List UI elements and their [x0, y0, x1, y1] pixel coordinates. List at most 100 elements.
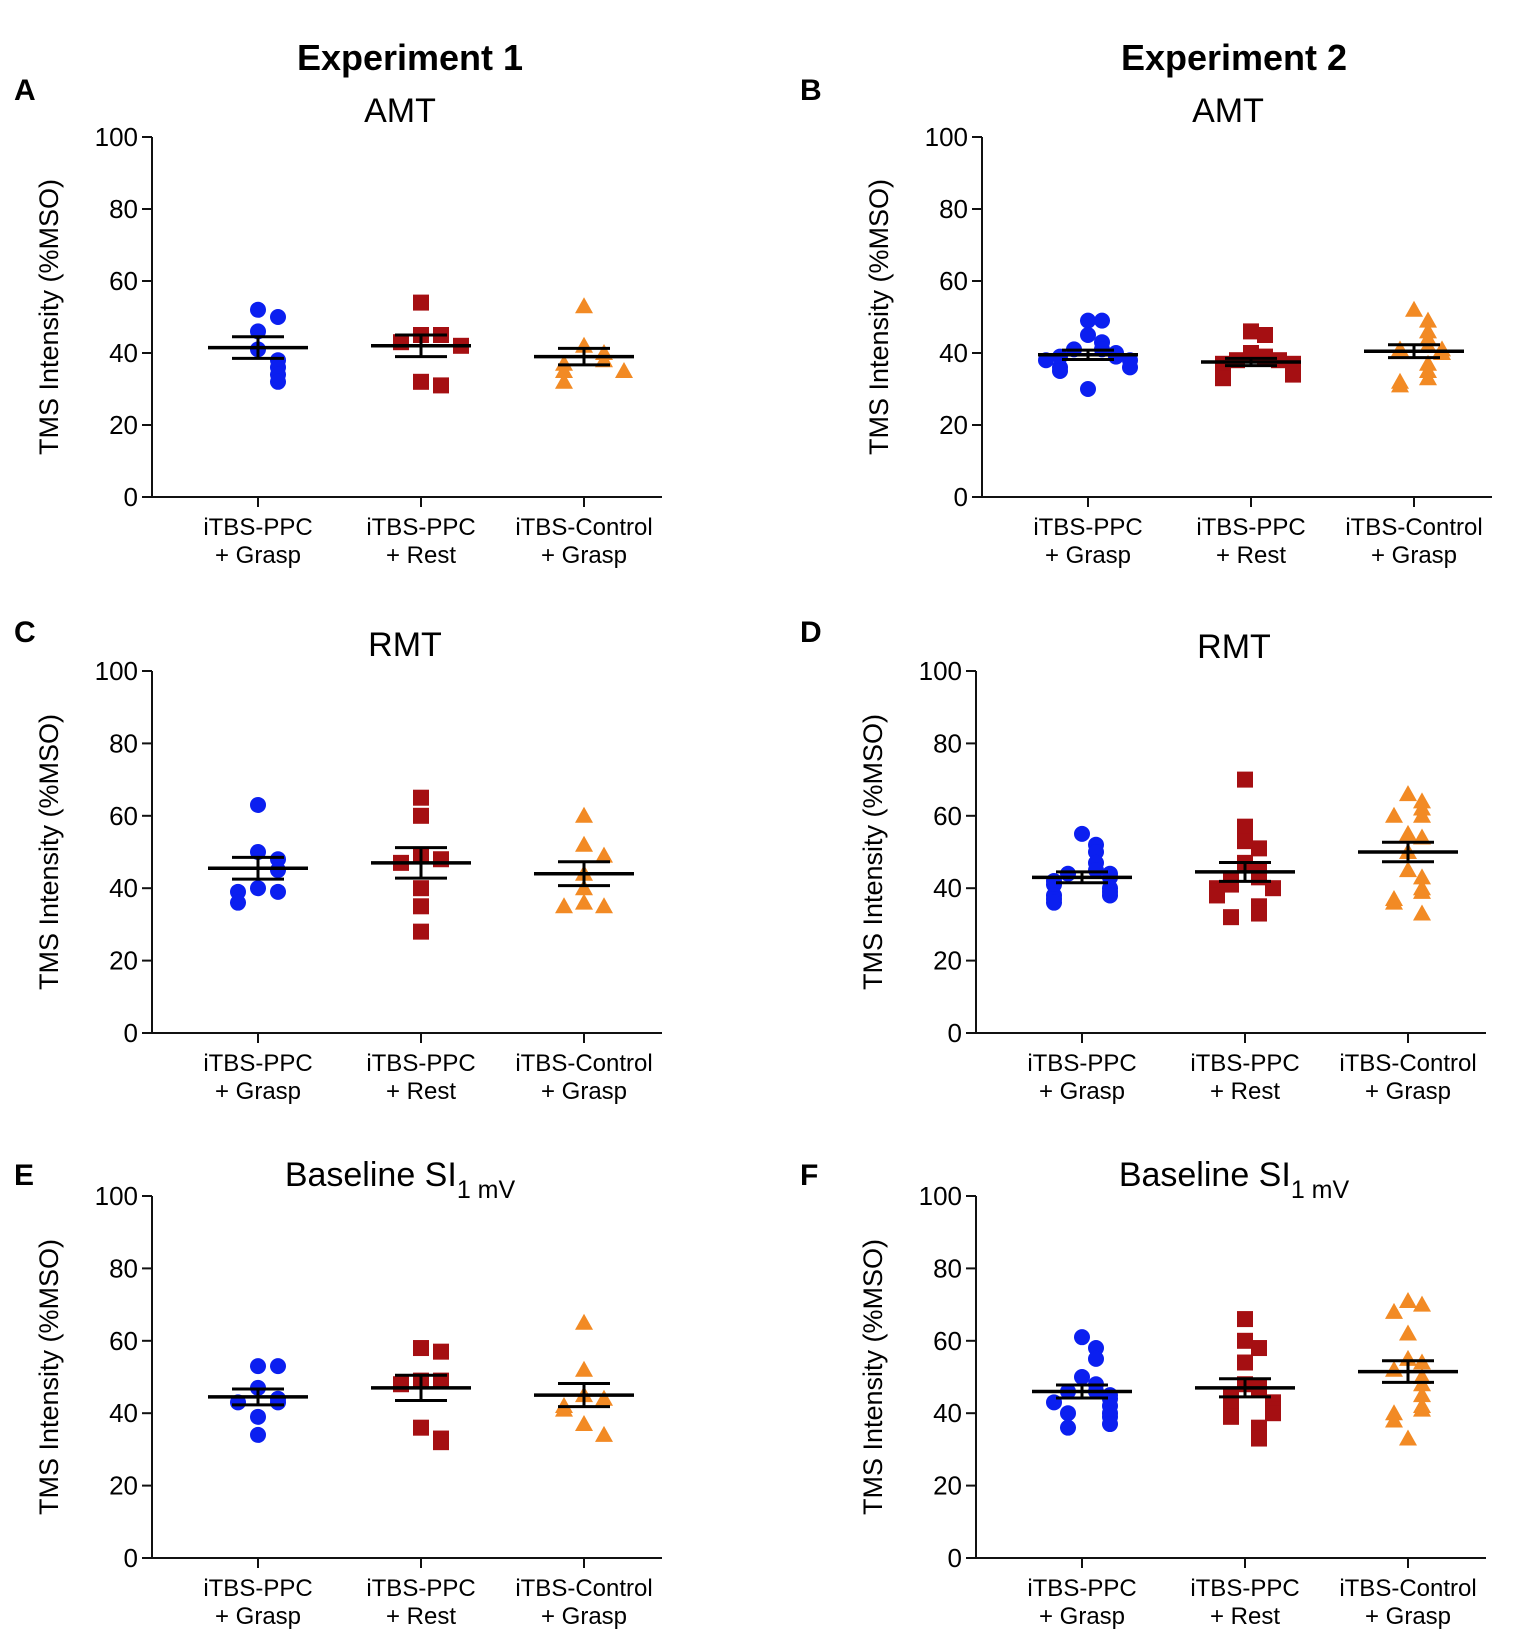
x-tick-label-line: + Grasp: [215, 542, 301, 569]
x-tick-label-line: + Rest: [1216, 542, 1286, 569]
y-tick-label: 0: [124, 482, 138, 512]
data-point: [1265, 880, 1281, 897]
panel-a: A AMT TMS Intensity (%MSO) 0 20 40 60 80 100 iTBS…: [14, 74, 662, 569]
x-tick-label-line: + Grasp: [215, 1078, 301, 1105]
data-point: [575, 879, 593, 896]
y-tick-label: 20: [939, 410, 968, 440]
data-point: [1223, 876, 1239, 893]
data-point: [1265, 1405, 1281, 1422]
x-tick-label-line: iTBS-Control: [1345, 514, 1482, 541]
data-point: [1102, 887, 1118, 904]
data-point: [270, 373, 286, 390]
data-point: [1060, 1405, 1076, 1422]
y-tick-label: 60: [109, 801, 138, 831]
data-point: [1399, 785, 1417, 802]
x-tick-label: iTBS-PPC + Rest: [366, 1575, 475, 1630]
y-tick-label: 80: [109, 194, 138, 224]
x-tick-label: iTBS-PPC + Grasp: [203, 1575, 312, 1630]
series-itbs-ppc-grasp: [208, 301, 308, 390]
series-itbs-ppc-grasp: [1038, 312, 1138, 397]
y-tick-label: 60: [933, 801, 962, 831]
y-tick-label: 20: [109, 946, 138, 976]
data-point: [433, 377, 449, 394]
y-tick-label: 60: [933, 1326, 962, 1356]
data-point: [1237, 771, 1253, 788]
column-title-experiment-1: Experiment 1: [297, 37, 523, 78]
x-tick-label-line: + Grasp: [1371, 542, 1457, 569]
x-tick-label: iTBS-PPC + Rest: [1196, 514, 1305, 569]
x-tick-label: iTBS-Control + Grasp: [1345, 514, 1482, 569]
panel-label: C: [14, 616, 36, 649]
data-point: [1074, 1329, 1090, 1346]
panel-title: AMT: [364, 92, 436, 130]
y-axis-label: TMS Intensity (%MSO): [858, 1239, 888, 1515]
panel-title-main: Baseline SI: [285, 1156, 457, 1194]
data-point: [1385, 1360, 1403, 1377]
x-tick-label-line: + Grasp: [1045, 542, 1131, 569]
data-point: [1399, 1324, 1417, 1341]
x-tick-label-line: + Rest: [1210, 1603, 1280, 1630]
data-point: [1080, 312, 1096, 329]
data-point: [1413, 1400, 1431, 1417]
data-point: [1251, 1340, 1267, 1357]
data-point: [230, 894, 246, 911]
data-point: [250, 796, 266, 813]
x-tick-label-line: + Grasp: [541, 1078, 627, 1105]
y-axis-label: TMS Intensity (%MSO): [858, 714, 888, 990]
data-point: [1080, 327, 1096, 343]
data-point: [1413, 1295, 1431, 1312]
data-point: [1046, 894, 1062, 911]
x-tick-label-line: + Grasp: [541, 1603, 627, 1630]
data-point: [1399, 1429, 1417, 1446]
x-tick-label: iTBS-PPC + Grasp: [1027, 1575, 1136, 1630]
data-point: [433, 1343, 449, 1360]
data-point: [1237, 1354, 1253, 1371]
x-tick-label-line: iTBS-Control: [1339, 1050, 1476, 1077]
data-point: [1074, 825, 1090, 842]
data-point: [1385, 893, 1403, 910]
x-tick-label: iTBS-PPC + Grasp: [1027, 1050, 1136, 1105]
y-tick-label: 40: [939, 338, 968, 368]
data-point: [1413, 882, 1431, 899]
series-itbs-ppc-grasp: [208, 796, 308, 911]
x-tick-label-line: + Rest: [386, 542, 456, 569]
y-tick-label: 0: [948, 1018, 962, 1048]
x-tick-label-line: iTBS-PPC: [1190, 1575, 1299, 1602]
x-tick-label-line: iTBS-Control: [1339, 1575, 1476, 1602]
y-tick-label: 100: [919, 656, 962, 686]
data-point: [1285, 366, 1301, 383]
panel-title: AMT: [1192, 92, 1264, 130]
panel-title: Baseline SI1 mV: [285, 1156, 516, 1204]
data-point: [1088, 1350, 1104, 1367]
x-tick-label-line: iTBS-PPC: [366, 1575, 475, 1602]
panel-e: E Baseline SI1 mV TMS Intensity (%MSO) 0 20 4…: [14, 1156, 662, 1630]
x-tick-label-line: + Grasp: [1039, 1603, 1125, 1630]
data-point: [1251, 1430, 1267, 1447]
x-tick-label-line: iTBS-Control: [515, 1050, 652, 1077]
data-point: [1237, 1332, 1253, 1349]
data-point: [413, 880, 429, 897]
data-point: [433, 851, 449, 868]
series-itbs-ppc-rest: [1201, 323, 1301, 387]
x-tick-label-line: iTBS-PPC: [1033, 514, 1142, 541]
data-point: [413, 923, 429, 940]
x-tick-label-line: iTBS-PPC: [203, 514, 312, 541]
x-tick-label-line: + Grasp: [215, 1603, 301, 1630]
y-tick-label: 100: [925, 122, 968, 152]
x-tick-label-line: + Grasp: [1365, 1078, 1451, 1105]
panel-b: B AMT TMS Intensity (%MSO) 0 20 40 60 80 100 iTBS…: [800, 74, 1492, 569]
data-point: [1251, 905, 1267, 922]
data-point: [250, 880, 266, 897]
panel-c: C RMT TMS Intensity (%MSO) 0 20 40 60 80 100 iTBS…: [14, 616, 662, 1105]
series-itbs-control-grasp: [534, 1313, 634, 1442]
y-tick-label: 80: [933, 728, 962, 758]
data-point: [595, 897, 613, 914]
data-point: [595, 1389, 613, 1406]
data-point: [250, 1408, 266, 1425]
data-point: [1074, 1369, 1090, 1385]
y-tick-label: 100: [919, 1181, 962, 1211]
data-point: [1413, 806, 1431, 823]
panels: A AMT TMS Intensity (%MSO) 0 20 40 60 80 100 iTBS…: [14, 74, 1492, 1630]
data-point: [1413, 868, 1431, 885]
data-point: [250, 1426, 266, 1443]
